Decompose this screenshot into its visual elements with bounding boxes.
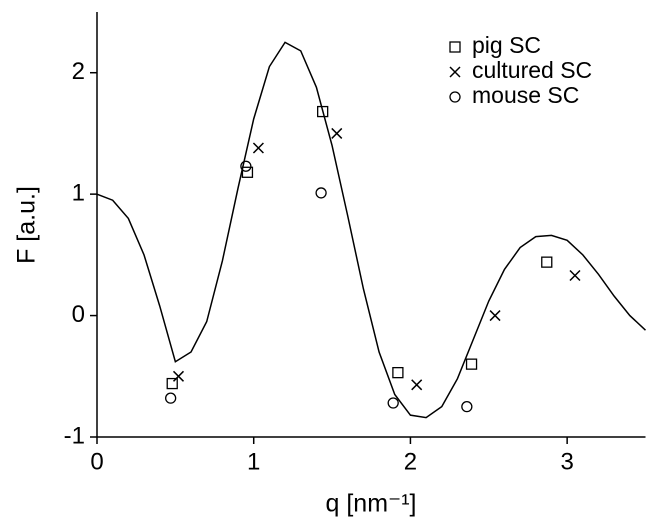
point-square [317, 105, 329, 118]
x-tick-label: 0 [90, 448, 103, 475]
x-tick-label: 1 [247, 448, 260, 475]
point-square [541, 256, 553, 268]
legend-marker [449, 41, 461, 53]
point-cross [172, 370, 185, 382]
legend-label: pig SC [472, 32, 541, 58]
point-cross [569, 269, 581, 282]
point-circle [387, 397, 399, 409]
point-square [241, 166, 254, 178]
point-square [392, 366, 404, 379]
point-square [465, 358, 478, 370]
legend-label: mouse SC [472, 82, 579, 108]
point-circle [240, 160, 252, 172]
point-square [166, 377, 178, 390]
x-tick-label: 3 [560, 448, 573, 475]
legend-marker [449, 66, 461, 78]
x-axis-label: q [nm⁻¹] [326, 490, 417, 518]
y-tick-label: -1 [64, 422, 85, 449]
point-cross [489, 310, 501, 322]
y-tick-label: 1 [72, 179, 85, 206]
point-cross [252, 142, 264, 154]
y-tick-label: 2 [72, 58, 85, 85]
y-tick-label: 0 [72, 301, 85, 328]
point-circle [461, 400, 473, 413]
y-axis-label: F [a.u.] [13, 186, 41, 264]
x-tick-label: 2 [404, 448, 417, 475]
point-circle [315, 187, 327, 199]
fit-curve [96, 41, 646, 419]
point-cross [411, 379, 423, 391]
point-cross [331, 127, 343, 139]
legend-marker [449, 91, 461, 103]
legend-label: cultured SC [472, 57, 592, 83]
point-circle [165, 392, 177, 404]
